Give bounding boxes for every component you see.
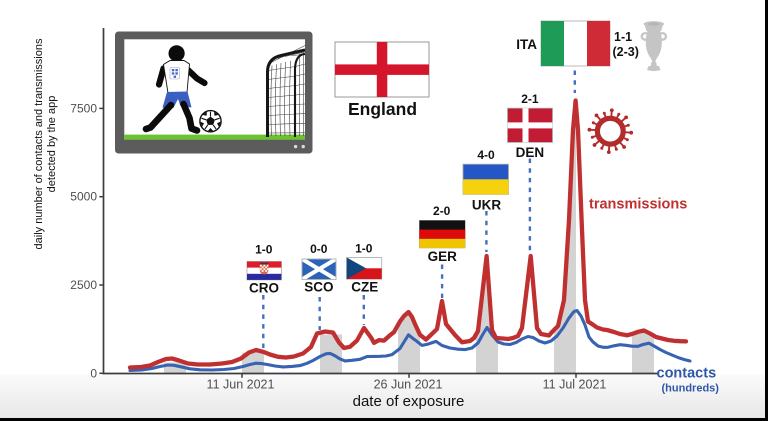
svg-text:DEN: DEN <box>516 145 545 160</box>
svg-text:1-0: 1-0 <box>355 242 373 256</box>
svg-text:0: 0 <box>90 366 97 380</box>
svg-text:date of exposure: date of exposure <box>353 393 465 410</box>
svg-text:daily number of contacts and t: daily number of contacts and transmissio… <box>33 38 45 249</box>
svg-text:2-0: 2-0 <box>433 204 451 218</box>
svg-text:UKR: UKR <box>472 198 501 213</box>
svg-text:England: England <box>348 99 417 119</box>
svg-text:(hundreds): (hundreds) <box>662 383 720 395</box>
svg-text:contacts: contacts <box>657 366 717 382</box>
svg-text:4-0: 4-0 <box>477 148 495 162</box>
svg-text:detected by the app: detected by the app <box>46 96 58 193</box>
svg-text:11 Jul 2021: 11 Jul 2021 <box>543 378 607 392</box>
svg-text:2500: 2500 <box>70 278 97 292</box>
svg-text:7500: 7500 <box>70 101 97 115</box>
svg-text:CZE: CZE <box>351 280 378 295</box>
svg-text:1-1: 1-1 <box>614 30 632 44</box>
svg-text:11 Jun 2021: 11 Jun 2021 <box>207 378 275 392</box>
svg-text:5000: 5000 <box>70 190 97 204</box>
svg-text:1-0: 1-0 <box>255 243 273 257</box>
svg-text:SCO: SCO <box>304 280 333 295</box>
svg-text:GER: GER <box>428 249 458 264</box>
svg-text:(2-3): (2-3) <box>613 45 639 59</box>
svg-text:0-0: 0-0 <box>310 242 328 256</box>
svg-text:ITA: ITA <box>516 37 537 52</box>
svg-text:transmissions: transmissions <box>589 197 687 213</box>
svg-text:26 Jun 2021: 26 Jun 2021 <box>374 378 443 392</box>
svg-text:CRO: CRO <box>249 281 279 296</box>
svg-text:2-1: 2-1 <box>521 92 539 106</box>
